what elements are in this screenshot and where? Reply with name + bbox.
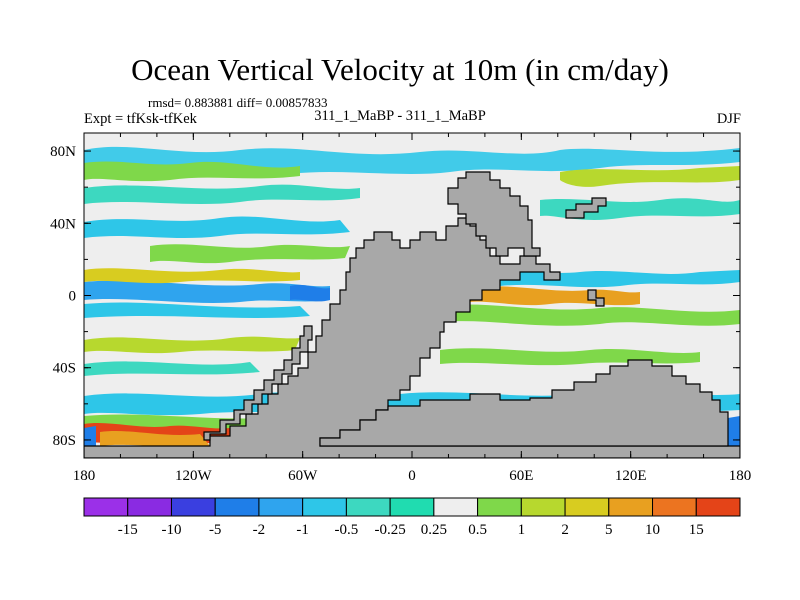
colorbar-label: 5 [605,522,613,538]
x-tick-label: 180 [729,468,752,484]
land-east-island [565,197,607,219]
y-tick-label: 80S [53,433,76,449]
band-pacific-north [84,216,350,238]
colorbar-label: -2 [253,522,266,538]
colorbar-label: -5 [209,522,222,538]
land-western-arm [203,325,313,441]
band-north-green-2 [560,166,740,187]
x-tick-label: 60W [288,468,318,484]
land-northern-block [447,171,541,257]
x-tick-label: 60E [509,468,533,484]
y-tick-label: 40S [53,361,76,377]
colorbar-label: -0.25 [375,522,406,538]
colorbar-box [608,497,654,517]
colorbar-label: -15 [118,522,138,538]
colorbar-box [564,497,610,517]
colorbar-box [345,497,391,517]
equatorial-blue-pacific [84,280,330,303]
colorbar-box [302,497,347,517]
x-tick-label: 180 [73,468,96,484]
colorbar-box [433,497,479,517]
x-tick-label: 120E [615,468,647,484]
band-pacific-green [150,244,350,264]
colorbar-label: 0.5 [468,522,487,538]
y-tick-label: 0 [69,289,77,305]
colorbar-box [170,497,216,517]
colorbar-box [83,497,129,517]
axes: 180 120W 60W 0 60E 120E 180 80N 40N 0 40S 80S [50,133,751,484]
equatorial-green-indian [440,304,740,326]
colorbar-box [652,497,697,517]
land-southern-wedge [319,359,729,447]
y-tick-label: 80N [50,144,76,160]
colorbar: -15 -10 -5 -2 -1 -0.5 -0.25 0.25 0.5 1 2 5 10 15 [83,497,741,538]
case-label: 311_1_MaBP - 311_1_MaBP [314,108,486,124]
equatorial-cyan-pacific [84,302,310,318]
band-north-green [84,161,300,182]
colorbar-box [389,497,435,517]
colorbar-box [477,497,522,517]
land-supercontinent [84,217,740,458]
y-tick-label: 40N [50,216,76,232]
colorbar-box [127,497,172,517]
colorbar-label: 0.25 [421,522,447,538]
colorbar-label: 1 [518,522,526,538]
band-mid-teal [84,184,360,204]
colorbar-label: 2 [561,522,569,538]
colorbar-box [695,497,741,517]
colorbar-label: 10 [645,522,660,538]
map-field [84,133,740,458]
colorbar-label: 15 [689,522,704,538]
equatorial-yellow-pacific [84,268,300,284]
x-tick-label: 0 [408,468,416,484]
equatorial-cyan-indian [460,269,740,288]
season-label: DJF [716,111,741,127]
colorbar-box [520,497,566,517]
stats-line: rmsd= 0.883881 diff= 0.00857833 [148,95,328,110]
colorbar-box [214,497,260,517]
band-south-teal [84,361,260,376]
colorbar-box [258,497,304,517]
colorbar-label: -1 [296,522,309,538]
colorbar-label: -10 [161,522,181,538]
colorbar-label: -0.5 [335,522,359,538]
land-small-island [587,289,605,307]
x-tick-label: 120W [175,468,213,484]
experiment-label: Expt = tfKsk-tfKek [84,111,197,127]
map-title: Ocean Vertical Velocity at 10m (in cm/da… [131,52,669,87]
band-south-green [84,336,300,354]
equatorial-dark-blue [290,284,330,302]
southern-ocean-orange [100,431,210,448]
